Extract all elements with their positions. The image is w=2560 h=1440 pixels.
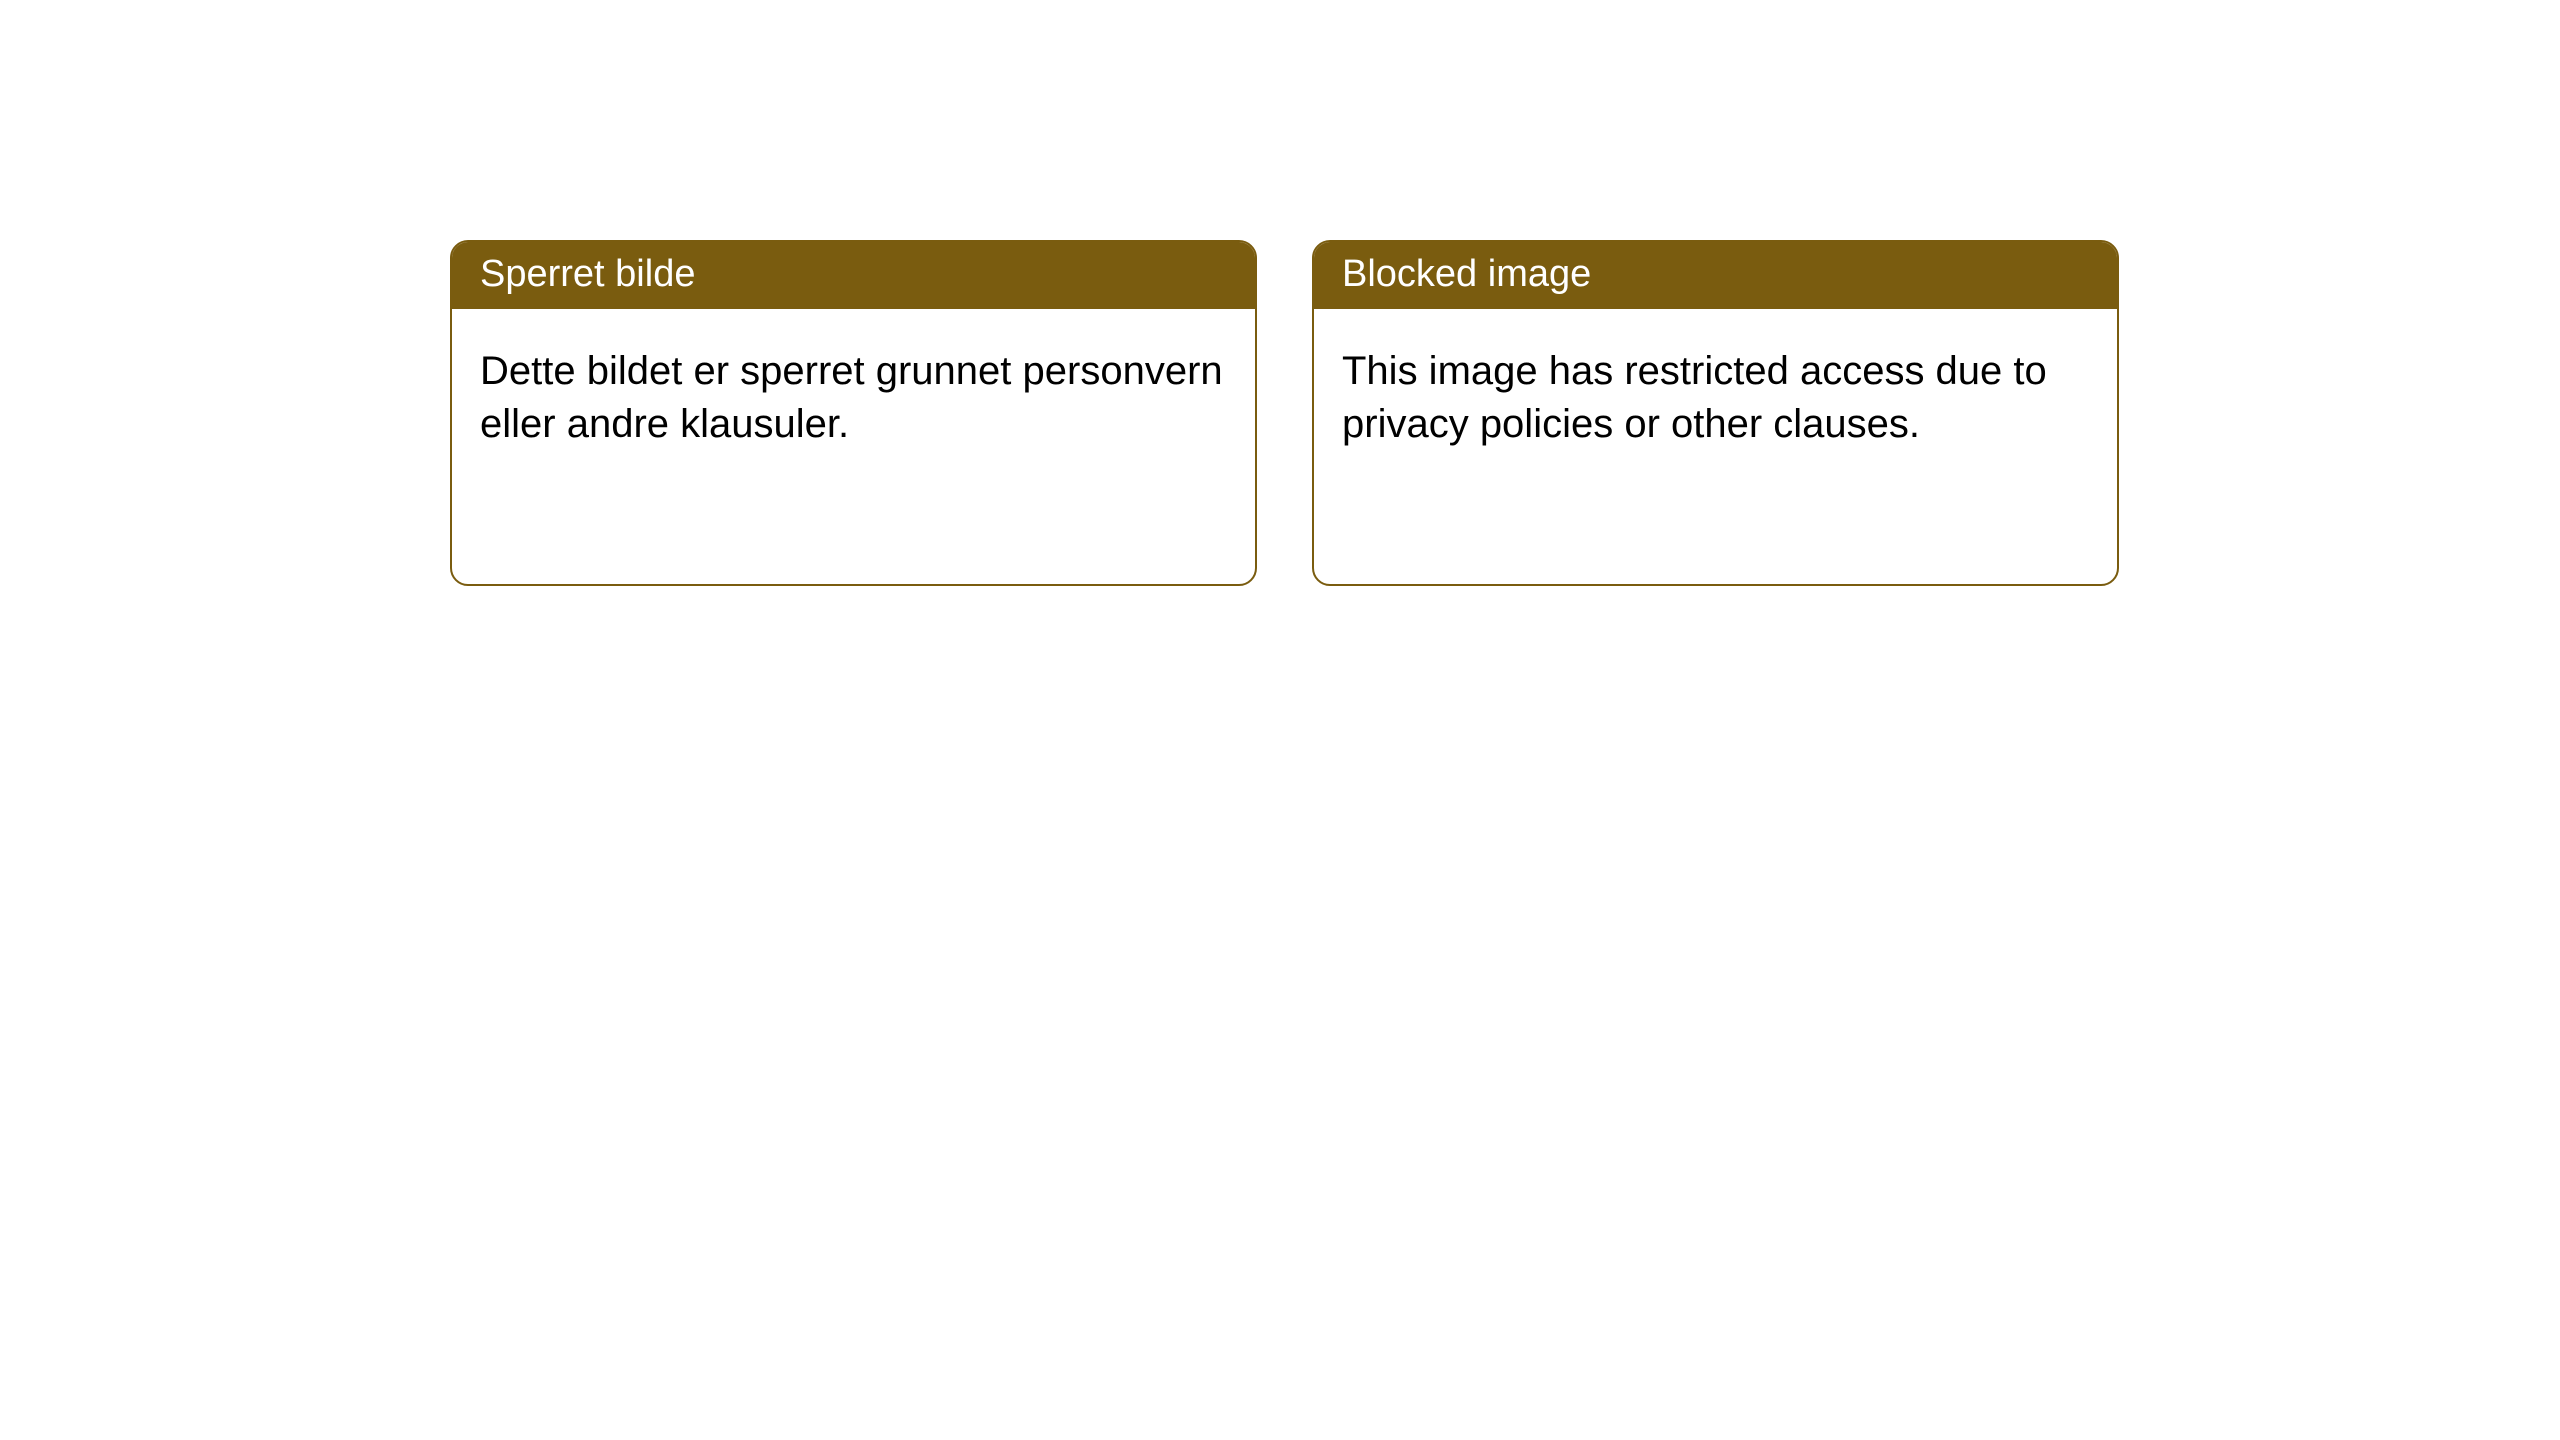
cards-container: Sperret bilde Dette bildet er sperret gr…	[0, 0, 2560, 586]
card-body-en: This image has restricted access due to …	[1314, 309, 2117, 584]
card-header-no: Sperret bilde	[452, 242, 1255, 309]
blocked-image-card-no: Sperret bilde Dette bildet er sperret gr…	[450, 240, 1257, 586]
card-body-no: Dette bildet er sperret grunnet personve…	[452, 309, 1255, 584]
blocked-image-card-en: Blocked image This image has restricted …	[1312, 240, 2119, 586]
card-header-en: Blocked image	[1314, 242, 2117, 309]
